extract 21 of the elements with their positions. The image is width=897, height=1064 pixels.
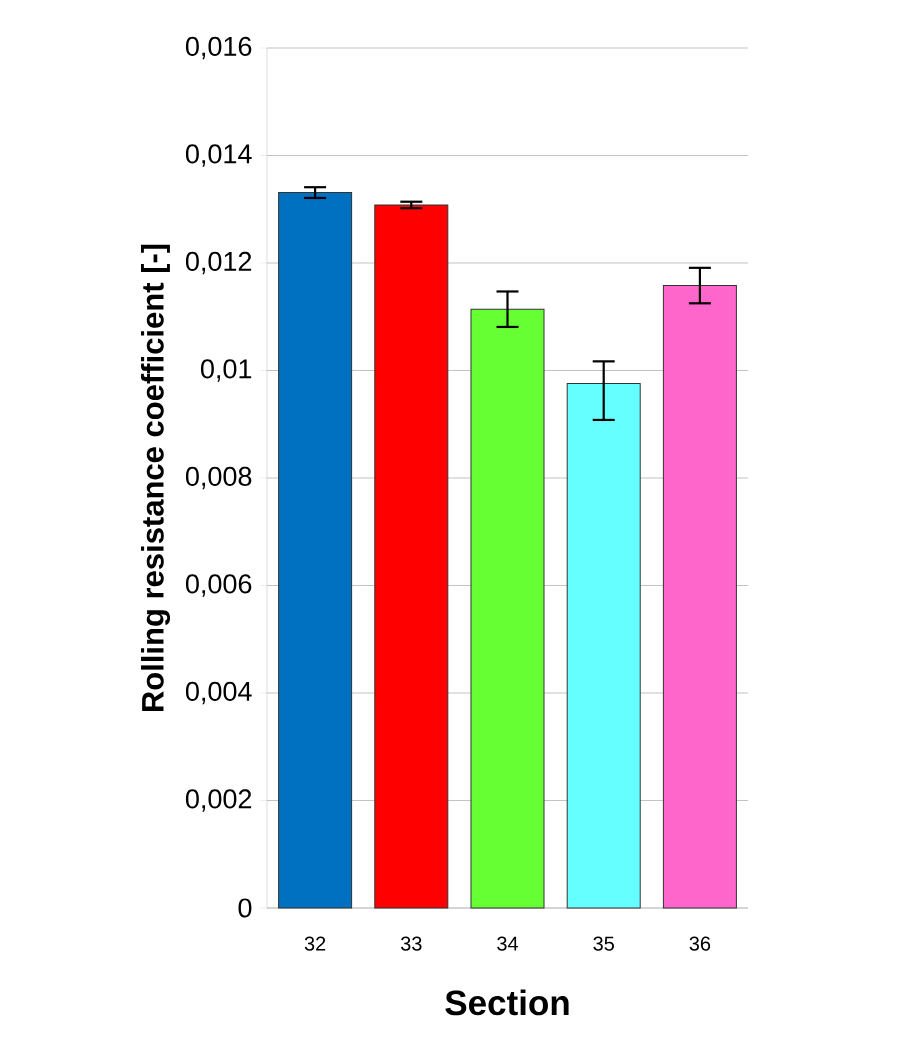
bar [566, 382, 641, 909]
x-axis-title: Section [445, 989, 569, 1016]
bar [278, 192, 353, 909]
y-tick-label: 0,002 [185, 789, 252, 812]
x-tick-label: 32 [304, 936, 326, 951]
x-tick-label: 34 [497, 936, 519, 951]
y-tick-label: 0 [238, 898, 252, 918]
y-tick-label: 0,012 [185, 251, 252, 275]
y-tick-label: 0,016 [185, 36, 252, 60]
x-tick-label: 35 [593, 936, 614, 951]
x-tick-label: 36 [689, 936, 711, 951]
y-tick-label: 0,006 [185, 574, 252, 597]
y-axis-title: Rolling resistance coefficient [-] [140, 244, 171, 712]
bar [374, 204, 449, 909]
y-tick-label: 0,004 [185, 681, 252, 705]
x-tick-label: 33 [400, 936, 422, 951]
bar [470, 308, 545, 909]
bar [662, 285, 737, 909]
y-tick-label: 0,01 [200, 359, 252, 382]
y-tick-label: 0,008 [185, 466, 252, 490]
y-tick-label: 0,014 [185, 144, 252, 167]
